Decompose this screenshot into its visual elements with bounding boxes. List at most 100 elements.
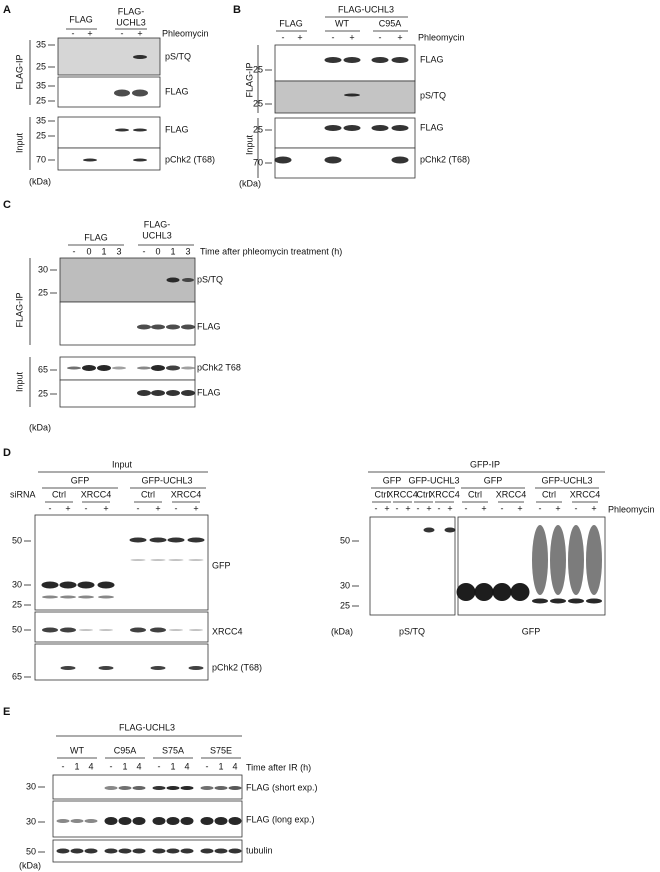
band bbox=[60, 595, 76, 599]
label: - bbox=[417, 503, 420, 513]
label: + bbox=[517, 503, 522, 513]
band bbox=[324, 57, 342, 63]
label: 1 bbox=[170, 246, 175, 256]
band bbox=[99, 629, 113, 631]
label: Ctrl bbox=[542, 489, 556, 499]
band bbox=[149, 537, 167, 543]
band bbox=[228, 786, 242, 790]
band bbox=[444, 527, 456, 533]
label: (kDa) bbox=[29, 422, 51, 432]
label: XRCC4 bbox=[570, 489, 601, 499]
blot bbox=[52, 839, 243, 863]
blot bbox=[34, 611, 209, 643]
label: - bbox=[206, 761, 209, 771]
label: FLAG- bbox=[118, 6, 145, 16]
band bbox=[189, 629, 203, 631]
label: 0 bbox=[155, 246, 160, 256]
band bbox=[82, 365, 96, 371]
label: GFP-UCHL3 bbox=[541, 475, 592, 485]
band bbox=[151, 390, 165, 396]
band bbox=[130, 559, 146, 561]
band bbox=[132, 848, 146, 854]
label: WT bbox=[70, 745, 84, 755]
marker-label: 65 bbox=[38, 364, 48, 374]
label: pChk2 T68 bbox=[197, 362, 241, 372]
band bbox=[60, 666, 76, 670]
label: Time after phleomycin treatment (h) bbox=[200, 246, 342, 256]
marker-label: 30 bbox=[26, 781, 36, 791]
label: FLAG- bbox=[144, 219, 171, 229]
label: + bbox=[297, 32, 302, 42]
label: FLAG bbox=[69, 14, 93, 24]
label: - bbox=[62, 761, 65, 771]
band bbox=[343, 57, 361, 63]
label: FLAG bbox=[165, 86, 189, 96]
marker-label: 65 bbox=[12, 671, 22, 681]
label: Phleomycin bbox=[608, 504, 655, 514]
marker-label: 25 bbox=[38, 388, 48, 398]
band bbox=[56, 819, 70, 823]
label: - bbox=[49, 503, 52, 513]
label: + bbox=[137, 28, 142, 38]
label: 4 bbox=[184, 761, 189, 771]
label: (kDa) bbox=[29, 176, 51, 186]
label: (kDa) bbox=[239, 178, 261, 188]
band bbox=[228, 848, 242, 854]
band bbox=[137, 324, 151, 330]
label: FLAG-IP bbox=[244, 62, 254, 97]
band bbox=[532, 525, 548, 595]
band bbox=[42, 627, 58, 633]
band bbox=[152, 817, 166, 825]
band bbox=[115, 128, 129, 132]
label: - bbox=[501, 503, 504, 513]
band bbox=[78, 595, 94, 599]
label: GFP bbox=[484, 475, 503, 485]
band bbox=[187, 537, 205, 543]
label: FLAG bbox=[197, 387, 221, 397]
blot bbox=[369, 516, 456, 616]
band bbox=[371, 57, 389, 63]
band bbox=[214, 848, 228, 854]
blot bbox=[52, 774, 243, 800]
band bbox=[84, 848, 98, 854]
band bbox=[59, 581, 77, 589]
band bbox=[166, 817, 180, 825]
label: Input bbox=[14, 371, 24, 392]
label: XRCC4 bbox=[429, 489, 460, 499]
marker-label: 30 bbox=[12, 579, 22, 589]
band bbox=[550, 525, 566, 595]
band bbox=[371, 125, 389, 131]
band bbox=[114, 89, 130, 97]
label: - bbox=[282, 32, 285, 42]
label: Ctrl bbox=[141, 489, 155, 499]
label: FLAG (long exp.) bbox=[246, 814, 315, 824]
panel-letter: C bbox=[3, 199, 11, 211]
label: GFP-UCHL3 bbox=[408, 475, 459, 485]
band bbox=[112, 366, 126, 370]
label: - bbox=[85, 503, 88, 513]
band bbox=[150, 559, 166, 561]
label: (kDa) bbox=[331, 626, 353, 636]
label: FLAG bbox=[279, 18, 303, 28]
band bbox=[474, 583, 494, 601]
marker-label: 35 bbox=[36, 39, 46, 49]
marker-label: 70 bbox=[36, 154, 46, 164]
label: + bbox=[87, 28, 92, 38]
blot bbox=[59, 301, 196, 346]
label: GFP bbox=[71, 475, 90, 485]
label: FLAG bbox=[165, 124, 189, 134]
marker-label: 30 bbox=[38, 264, 48, 274]
label: pS/TQ bbox=[420, 90, 446, 100]
label: - bbox=[72, 28, 75, 38]
label: Input bbox=[112, 459, 133, 469]
band bbox=[118, 817, 132, 825]
marker-label: 25 bbox=[36, 61, 46, 71]
band bbox=[56, 848, 70, 854]
band bbox=[181, 324, 195, 330]
band bbox=[168, 559, 184, 561]
label: - bbox=[575, 503, 578, 513]
marker-label: 35 bbox=[36, 115, 46, 125]
band bbox=[324, 125, 342, 131]
band bbox=[568, 598, 584, 604]
